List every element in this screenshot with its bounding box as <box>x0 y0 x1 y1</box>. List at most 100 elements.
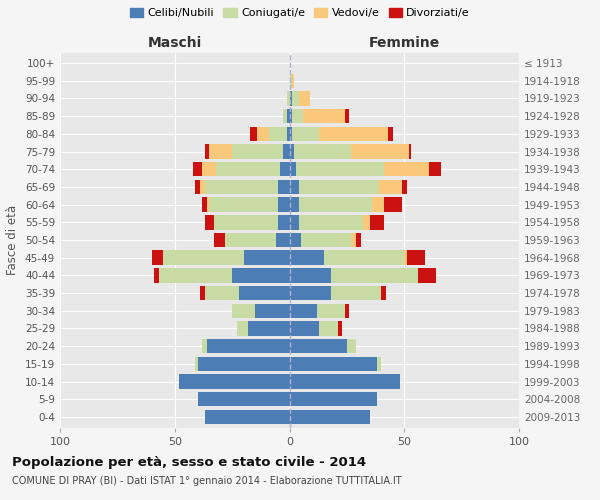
Bar <box>276 232 290 248</box>
Bar <box>303 109 344 124</box>
Bar <box>205 410 290 424</box>
Bar <box>331 268 418 282</box>
Bar <box>200 180 205 194</box>
Bar <box>290 91 292 106</box>
Bar <box>283 109 287 124</box>
Bar <box>214 215 278 230</box>
Bar <box>290 215 299 230</box>
Bar <box>338 321 342 336</box>
Bar <box>198 356 290 371</box>
Bar <box>299 180 379 194</box>
Bar <box>209 198 278 212</box>
Bar <box>200 286 205 300</box>
Bar <box>296 162 383 176</box>
Bar <box>257 126 269 141</box>
Bar <box>255 304 290 318</box>
Bar <box>290 268 331 282</box>
Bar <box>278 198 290 212</box>
Bar <box>214 232 225 248</box>
Bar <box>290 162 296 176</box>
Bar <box>344 109 349 124</box>
Bar <box>232 144 283 159</box>
Bar <box>290 321 319 336</box>
Bar <box>209 144 232 159</box>
Text: Maschi: Maschi <box>148 36 202 50</box>
Bar <box>382 286 386 300</box>
Bar <box>239 286 290 300</box>
Bar <box>363 215 370 230</box>
Bar <box>409 144 411 159</box>
Bar <box>290 392 377 406</box>
Bar <box>287 91 290 106</box>
Bar <box>232 304 255 318</box>
Bar <box>154 268 158 282</box>
Bar <box>290 74 292 88</box>
Bar <box>163 250 244 265</box>
Bar <box>207 339 290 353</box>
Bar <box>388 126 393 141</box>
Bar <box>280 162 290 176</box>
Bar <box>287 126 290 141</box>
Bar <box>237 321 248 336</box>
Bar <box>196 356 198 371</box>
Bar <box>383 162 430 176</box>
Bar <box>407 250 425 265</box>
Bar <box>205 215 214 230</box>
Bar <box>244 250 290 265</box>
Bar <box>344 304 349 318</box>
Bar <box>205 144 209 159</box>
Bar <box>269 126 287 141</box>
Bar <box>205 286 239 300</box>
Bar <box>158 268 232 282</box>
Bar <box>347 339 356 353</box>
Bar <box>290 374 400 389</box>
Bar <box>232 268 290 282</box>
Bar <box>290 410 370 424</box>
Bar <box>402 180 407 194</box>
Bar <box>202 198 207 212</box>
Bar <box>290 339 347 353</box>
Bar <box>372 198 383 212</box>
Bar <box>404 250 407 265</box>
Legend: Celibi/Nubili, Coniugati/e, Vedovi/e, Divorziati/e: Celibi/Nubili, Coniugati/e, Vedovi/e, Di… <box>125 3 475 22</box>
Y-axis label: Fasce di età: Fasce di età <box>7 205 19 275</box>
Bar <box>216 162 280 176</box>
Bar <box>202 162 216 176</box>
Bar <box>379 180 402 194</box>
Bar <box>418 268 436 282</box>
Bar <box>356 232 361 248</box>
Bar <box>331 286 382 300</box>
Bar <box>290 126 292 141</box>
Bar <box>290 198 299 212</box>
Bar <box>207 198 209 212</box>
Bar <box>301 232 352 248</box>
Bar <box>290 250 324 265</box>
Bar <box>248 321 290 336</box>
Bar <box>202 339 207 353</box>
Bar <box>430 162 441 176</box>
Bar <box>299 198 372 212</box>
Bar <box>152 250 163 265</box>
Bar <box>319 126 388 141</box>
Bar <box>294 144 352 159</box>
Bar <box>198 392 290 406</box>
Bar <box>299 91 310 106</box>
Bar <box>319 321 338 336</box>
Bar <box>377 356 382 371</box>
Bar <box>205 180 278 194</box>
Bar <box>292 74 294 88</box>
Bar <box>283 144 290 159</box>
Bar <box>290 180 299 194</box>
Bar <box>292 91 299 106</box>
Bar <box>299 215 363 230</box>
Bar <box>352 144 409 159</box>
Bar <box>292 126 319 141</box>
Bar <box>290 304 317 318</box>
Y-axis label: Anni di nascita: Anni di nascita <box>597 196 600 284</box>
Text: COMUNE DI PRAY (BI) - Dati ISTAT 1° gennaio 2014 - Elaborazione TUTTITALIA.IT: COMUNE DI PRAY (BI) - Dati ISTAT 1° genn… <box>12 476 401 486</box>
Bar <box>278 215 290 230</box>
Bar <box>193 162 202 176</box>
Bar <box>225 232 276 248</box>
Bar <box>278 180 290 194</box>
Bar <box>370 215 383 230</box>
